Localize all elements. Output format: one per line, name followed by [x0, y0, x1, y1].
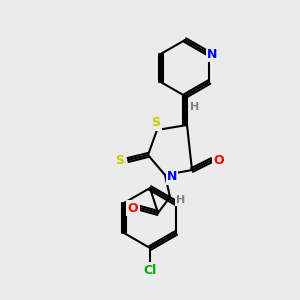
- Text: Cl: Cl: [143, 263, 157, 277]
- Text: O: O: [214, 154, 224, 166]
- Text: N: N: [167, 170, 177, 184]
- Text: S: S: [152, 116, 160, 130]
- Text: N: N: [207, 47, 217, 61]
- Text: O: O: [128, 202, 138, 214]
- Text: S: S: [116, 154, 124, 166]
- Text: H: H: [190, 103, 200, 112]
- Text: H: H: [176, 195, 186, 205]
